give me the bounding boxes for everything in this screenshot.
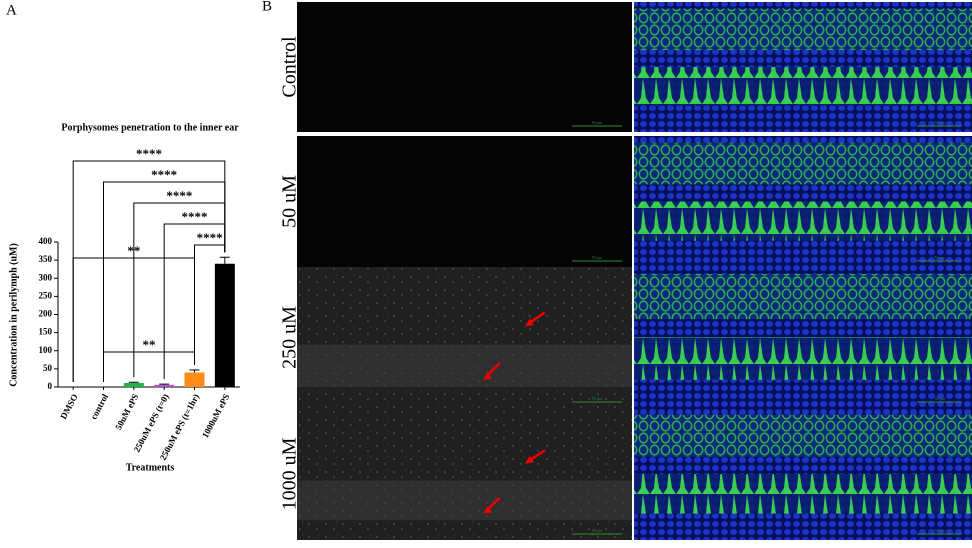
significance-label: **: [127, 243, 140, 258]
significance-label: ****: [197, 230, 223, 245]
significance-label: **: [143, 337, 156, 352]
scale-bar-label: 50 µm: [935, 120, 946, 125]
significance-label: ****: [166, 188, 192, 203]
scale-bar-label: 50 µm: [592, 396, 603, 401]
y-tick-label: 150: [39, 327, 53, 337]
arrow-head: [525, 318, 534, 327]
scale-bar-label: 50 µm: [935, 396, 946, 401]
error-bar: [219, 256, 230, 264]
y-tick-label: 0: [48, 381, 53, 391]
y-tick-label: 400: [39, 236, 53, 246]
x-tick-label: control: [88, 392, 110, 421]
cell-band: [634, 414, 972, 457]
hair-cell-band: [634, 474, 972, 514]
bar: [154, 384, 175, 387]
cell-band: [634, 142, 972, 185]
significance-label: ****: [182, 209, 208, 224]
y-tick-label: 350: [39, 254, 53, 264]
significance-label: ****: [151, 167, 177, 182]
arrow-head: [483, 505, 492, 514]
chart-title: Porphysomes penetration to the inner ear: [61, 122, 239, 133]
bar: [184, 372, 205, 387]
micrograph: [297, 267, 632, 408]
error-bar: [159, 383, 170, 385]
significance-bracket: [72, 257, 195, 382]
x-tick-label: 50uM ePS: [113, 392, 140, 431]
cell-band: [634, 8, 972, 51]
y-tick-label: 100: [39, 345, 53, 355]
significance-label: ****: [136, 146, 162, 161]
x-tick-label: 1000uM ePS: [200, 392, 231, 439]
y-tick-label: 250: [39, 290, 53, 300]
scale-bar-label: 50 µm: [935, 255, 946, 260]
scale-bar-label: 50 µm: [592, 528, 603, 533]
arrow: [486, 361, 501, 377]
x-tick-label: DMSO: [58, 392, 80, 421]
arrow-head: [483, 371, 492, 380]
y-tick-label: 200: [39, 309, 53, 319]
scale-bar-label: 50 µm: [592, 255, 603, 260]
panel-label: A: [6, 2, 17, 18]
row-label: 50 uM: [279, 175, 301, 228]
hair-cell-band: [634, 67, 972, 106]
tissue-band: [297, 344, 632, 387]
significance-bracket: [163, 223, 226, 380]
error-bar: [128, 381, 139, 384]
microscopy-panel: Control 50 µm 50 µm 50 uM 50 µm 50 µm 250 uM 50…: [279, 2, 972, 540]
scale-bar-label: 50 µm: [935, 528, 946, 533]
y-axis-label: Concentration in perilymph (uM): [8, 243, 19, 387]
arrow-head: [525, 455, 534, 464]
hair-cell-band: [634, 337, 972, 380]
tissue-band: [297, 480, 632, 521]
micrograph: [297, 136, 632, 267]
y-tick-label: 300: [39, 272, 53, 282]
panel-label: B: [262, 0, 272, 14]
significance-bracket: [103, 351, 195, 382]
cell-band: [634, 274, 972, 320]
y-tick-label: 50: [43, 363, 53, 373]
hair-cell-band: [634, 201, 972, 241]
row-label: 1000 uM: [279, 437, 301, 510]
bar: [214, 263, 235, 387]
row-label: Control: [279, 36, 301, 98]
bar: [123, 383, 144, 387]
x-axis-label: Treatments: [126, 462, 175, 473]
micrograph: [297, 2, 632, 132]
row-label: 250 uM: [279, 306, 301, 369]
scale-bar-label: 50 µm: [592, 120, 603, 125]
error-bar: [189, 369, 200, 373]
